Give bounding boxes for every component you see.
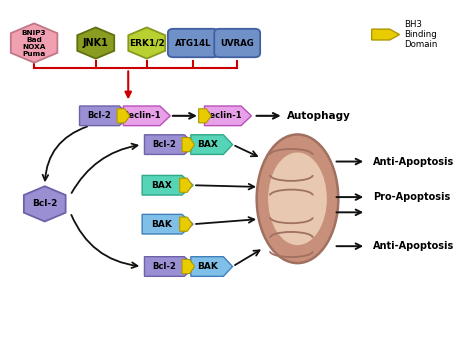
Text: BAX: BAX (197, 140, 218, 149)
Text: Pro-Apoptosis: Pro-Apoptosis (373, 192, 450, 202)
Text: Anti-Apoptosis: Anti-Apoptosis (373, 241, 454, 251)
Text: BNIP3
Bad
NOXA
Puma: BNIP3 Bad NOXA Puma (22, 30, 46, 56)
Text: ATG14L: ATG14L (175, 38, 211, 48)
Ellipse shape (257, 134, 338, 263)
Polygon shape (199, 109, 211, 123)
Polygon shape (191, 135, 233, 154)
Polygon shape (145, 257, 195, 276)
Text: BAK: BAK (152, 220, 173, 229)
Text: Bcl-2: Bcl-2 (32, 199, 57, 208)
Polygon shape (191, 257, 233, 276)
FancyBboxPatch shape (214, 29, 260, 57)
Polygon shape (77, 28, 114, 58)
Text: BAX: BAX (152, 181, 173, 190)
Text: Bcl-2: Bcl-2 (153, 140, 176, 149)
Polygon shape (145, 135, 195, 154)
Text: ERK1/2: ERK1/2 (129, 38, 164, 48)
Text: Bcl-2: Bcl-2 (153, 262, 176, 271)
Polygon shape (204, 106, 251, 126)
FancyBboxPatch shape (168, 29, 219, 57)
Text: BAK: BAK (197, 262, 218, 271)
Polygon shape (180, 217, 192, 231)
Polygon shape (128, 28, 165, 58)
Ellipse shape (268, 152, 327, 245)
Polygon shape (142, 175, 193, 195)
Text: Beclin-1: Beclin-1 (122, 111, 161, 120)
Polygon shape (182, 259, 195, 274)
Polygon shape (182, 138, 195, 152)
Polygon shape (142, 214, 193, 234)
Polygon shape (123, 106, 170, 126)
Text: Beclin-1: Beclin-1 (203, 111, 242, 120)
Polygon shape (24, 186, 65, 221)
Text: JNK1: JNK1 (83, 38, 109, 48)
Text: Anti-Apoptosis: Anti-Apoptosis (373, 156, 454, 167)
Text: Bcl-2: Bcl-2 (88, 111, 111, 120)
Text: UVRAG: UVRAG (220, 38, 254, 48)
Polygon shape (117, 109, 130, 123)
Polygon shape (372, 29, 400, 40)
Polygon shape (11, 23, 57, 63)
Polygon shape (180, 178, 192, 192)
Text: Autophagy: Autophagy (287, 111, 351, 121)
Polygon shape (80, 106, 130, 126)
Text: BH3
Binding
Domain: BH3 Binding Domain (404, 20, 438, 49)
